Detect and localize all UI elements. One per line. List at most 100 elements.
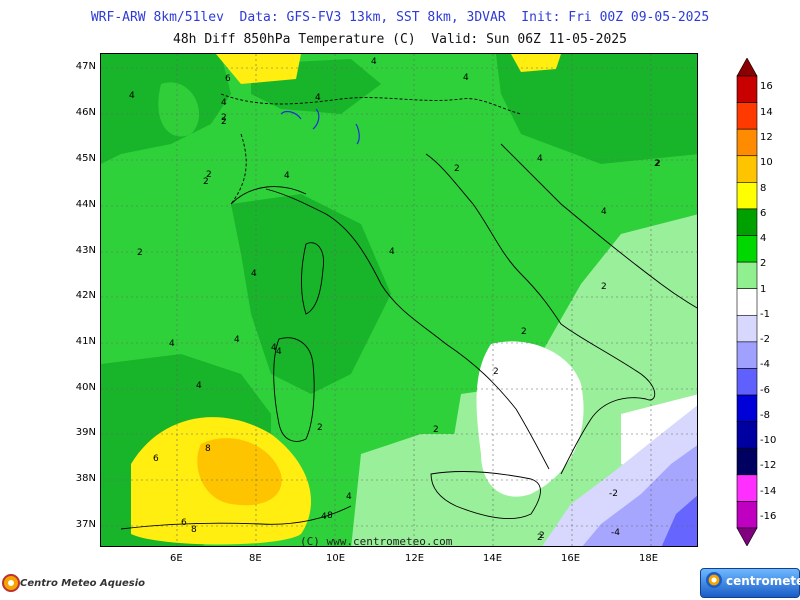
contour-label: 4 <box>537 154 543 164</box>
lat-label: 45N <box>75 153 96 164</box>
contour-label: 4 <box>221 98 227 108</box>
lon-label: 6E <box>170 553 183 564</box>
legend-swatch <box>736 368 758 396</box>
contour-label: 2 <box>521 327 527 337</box>
legend-swatch <box>736 421 758 449</box>
copyright-text: (C) www.centrometeo.com <box>300 535 453 548</box>
lon-label: 16E <box>561 553 581 564</box>
legend-swatch <box>736 208 758 236</box>
logo-right-text: centrometeo <box>726 574 800 588</box>
field-neg2-4 <box>582 445 697 546</box>
contour-label: 2 <box>203 177 209 187</box>
contour-label: 4 <box>321 512 327 522</box>
legend-label: -16 <box>760 511 777 522</box>
lon-label: 18E <box>639 553 659 564</box>
contour-label: 2 <box>221 117 227 127</box>
legend-label: 10 <box>760 157 773 168</box>
contour-label: 6 <box>181 518 187 528</box>
field-neg4-6 <box>661 495 697 546</box>
contour-label: 2 <box>206 170 212 180</box>
contour-label: 4 <box>346 492 352 502</box>
centrometeo-logo-icon <box>706 572 722 588</box>
legend-swatch <box>736 527 758 546</box>
legend-swatch <box>736 501 758 529</box>
lat-label: 47N <box>75 61 96 72</box>
contour-label: -4 <box>611 528 620 538</box>
field-4-6-tyrrhenian <box>231 194 391 394</box>
lakes <box>280 108 360 145</box>
contour-label: 2 <box>137 248 143 258</box>
model-title: WRF-ARW 8km/51lev Data: GFS-FV3 13km, SS… <box>90 10 710 25</box>
field-2-4-nw-patch <box>158 82 200 137</box>
legend-label: -8 <box>760 410 770 421</box>
legend-swatch <box>736 394 758 422</box>
legend-label: 2 <box>760 258 767 269</box>
contour-label: 8 <box>205 444 211 454</box>
contour-label: 4 <box>371 57 377 67</box>
legend-label: 14 <box>760 107 773 118</box>
lat-label: 37N <box>75 519 96 530</box>
contour-label: 2 <box>655 159 661 169</box>
lon-label: 8E <box>249 553 262 564</box>
contour-label: 4 <box>196 381 202 391</box>
lon-label: 14E <box>483 553 503 564</box>
legend-label: 1 <box>760 284 767 295</box>
contour-label: 2 <box>601 282 607 292</box>
contour-label: -2 <box>609 489 618 499</box>
contour-label: 2 <box>454 164 460 174</box>
legend-swatch <box>736 155 758 183</box>
lat-label: 41N <box>75 336 96 347</box>
legend-swatch <box>736 75 758 103</box>
contour-label: 2 <box>221 113 227 123</box>
field-6-8-alps <box>216 54 301 84</box>
contour-label: 6 <box>153 454 159 464</box>
legend-swatch <box>736 341 758 369</box>
contour-label: 2 <box>539 531 545 541</box>
legend-label: -2 <box>760 334 770 345</box>
contour-label: 4 <box>234 335 240 345</box>
lat-label: 46N <box>75 107 96 118</box>
contour-label: 2 <box>317 423 323 433</box>
legend-swatch <box>736 474 758 502</box>
legend-swatch <box>736 314 758 343</box>
legend-label: -12 <box>760 460 777 471</box>
legend-swatch <box>736 128 758 157</box>
contour-label: 6 <box>225 74 231 84</box>
legend-swatch <box>736 102 758 130</box>
legend-swatch <box>736 58 758 77</box>
map-canvas: 6 4 4 4 4 2 4 2 4 2 4 2 4 2 4 2 2 4 4 4 … <box>101 54 697 546</box>
contour-label: 4 <box>284 171 290 181</box>
legend-label: 4 <box>760 233 767 244</box>
lat-label: 39N <box>75 427 96 438</box>
contour-label: 4 <box>463 73 469 83</box>
legend-label: -1 <box>760 309 770 320</box>
field-neutral-south <box>476 341 584 497</box>
contour-label: 4 <box>315 93 321 103</box>
contour-label: 4 <box>129 91 135 101</box>
legend-swatch <box>736 261 758 290</box>
contour-label: 4 <box>169 339 175 349</box>
lat-label: 44N <box>75 199 96 210</box>
legend-label: -10 <box>760 435 777 446</box>
legend-label: 8 <box>760 183 767 194</box>
legend-swatch <box>736 182 758 210</box>
legend-label: -6 <box>760 385 770 396</box>
chart-subtitle: 48h Diff 850hPa Temperature (C) Valid: S… <box>173 32 627 47</box>
contour-label: 2 <box>493 367 499 377</box>
lon-label: 10E <box>326 553 346 564</box>
contour-label: 4 <box>389 247 395 257</box>
legend-label: 6 <box>760 208 767 219</box>
contour-label: 8 <box>327 511 333 521</box>
contour-label: 4 <box>601 207 607 217</box>
legend-label: 16 <box>760 81 773 92</box>
field-4-6-ne <box>496 54 697 164</box>
legend-swatch <box>736 235 758 263</box>
lat-label: 40N <box>75 382 96 393</box>
contour-label: 2 <box>433 425 439 435</box>
legend-label: 12 <box>760 132 773 143</box>
legend-colorbar <box>736 58 758 546</box>
field-6-8-north <box>511 54 561 72</box>
legend-swatch <box>736 447 758 476</box>
contour-label: 2 <box>537 533 543 543</box>
contour-label: 2 <box>654 159 660 169</box>
